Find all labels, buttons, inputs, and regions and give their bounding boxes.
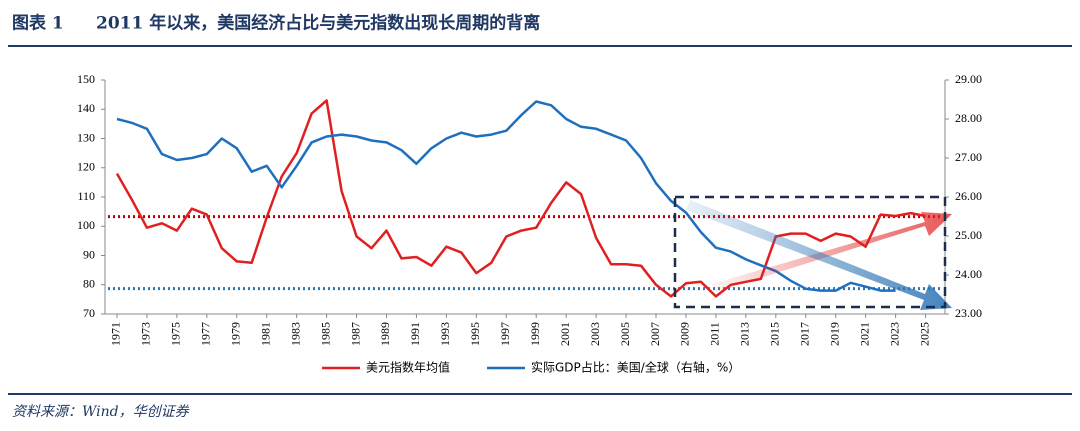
- figure-label: 图表 1: [12, 13, 64, 34]
- x-tick-label: 2025: [917, 322, 931, 346]
- x-tick-label: 2009: [678, 322, 692, 346]
- x-tick-label: 2011: [708, 322, 722, 346]
- y2-tick-label: 27.00: [955, 150, 982, 164]
- x-tick-label: 2021: [857, 322, 871, 346]
- x-tick-label: 1979: [229, 322, 243, 346]
- x-tick-label: 2023: [887, 322, 901, 346]
- y-tick-label: 130: [77, 130, 95, 144]
- y2-tick-label: 23.00: [955, 306, 982, 320]
- x-tick-label: 1971: [109, 322, 123, 346]
- y-tick-label: 80: [83, 277, 95, 291]
- y-tick-label: 140: [77, 101, 95, 115]
- y2-tick-label: 25.00: [955, 228, 982, 242]
- x-tick-label: 2017: [797, 322, 811, 346]
- x-tick-label: 2019: [827, 322, 841, 346]
- source: 资料来源：Wind，华创证券: [12, 404, 190, 420]
- y-tick-label: 90: [83, 247, 95, 261]
- x-tick-label: 1981: [258, 322, 272, 346]
- series-line: [116, 100, 896, 292]
- x-tick-label: 1973: [139, 322, 153, 346]
- x-tick-label: 1997: [498, 322, 512, 346]
- x-tick-label: 1985: [318, 322, 332, 346]
- y2-tick-label: 29.00: [955, 72, 982, 86]
- y2-tick-label: 24.00: [955, 267, 982, 281]
- x-tick-label: 1995: [468, 322, 482, 346]
- page-title: 2011 年以来，美国经济占比与美元指数出现长周期的背离: [96, 13, 540, 34]
- x-tick-label: 2013: [738, 322, 752, 346]
- y-tick-label: 70: [83, 306, 95, 320]
- x-tick-label: 1999: [528, 322, 542, 346]
- highlight: [673, 195, 952, 310]
- x-tick-label: 2007: [648, 322, 662, 346]
- x-tick-label: 1975: [169, 322, 183, 346]
- x-tick-label: 2003: [588, 322, 602, 346]
- x-tick-label: 1993: [438, 322, 452, 346]
- y-tick-label: 110: [77, 189, 95, 203]
- chart: 70 80 90 100 110 120 130 140 150 23.00 24.00 25.00 2…: [77, 72, 982, 375]
- series-line: [115, 99, 926, 298]
- x-tick-label: 1991: [408, 322, 422, 346]
- y-tick-label: 120: [77, 160, 95, 174]
- y-tick-label: 150: [77, 72, 95, 86]
- falling-arrow: [686, 200, 952, 310]
- x-tick-label: 2015: [768, 322, 782, 346]
- x-tick-label: 1983: [288, 322, 302, 346]
- rising-arrow: [712, 212, 952, 292]
- legend-label: 美元指数年均值: [366, 360, 450, 375]
- x-tick-label: 2001: [558, 322, 572, 346]
- y2-tick-label: 26.00: [955, 189, 982, 203]
- y-tick-label: 100: [77, 218, 95, 232]
- x-tick-label: 1987: [348, 322, 362, 346]
- highlight-box: [673, 195, 947, 309]
- y2-tick-label: 28.00: [955, 111, 982, 125]
- x-tick-label: 2005: [618, 322, 632, 346]
- x-tick-label: 1989: [378, 322, 392, 346]
- x-tick-label: 1977: [199, 322, 213, 346]
- legend-label: 实际GDP占比：美国/全球（右轴，%）: [531, 360, 740, 375]
